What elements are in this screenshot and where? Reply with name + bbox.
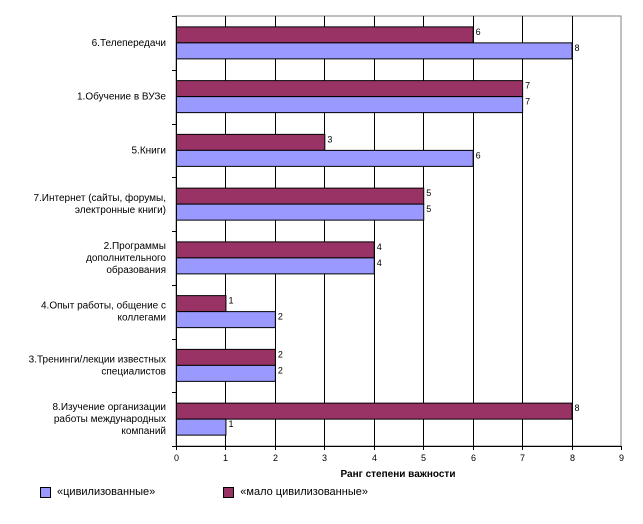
- category-label-5: 4.Опыт работы, общение с коллегами: [41, 300, 166, 324]
- bars: [176, 26, 573, 436]
- category-label-line: 1.Обучение в ВУЗе: [77, 91, 166, 103]
- legend-swatch-less-civilized: [223, 486, 235, 498]
- bar-s1-c5: [176, 311, 276, 329]
- bar-s0-c4: [176, 241, 375, 259]
- legend-label-civilized: «цивилизованные»: [57, 486, 156, 498]
- bar-s0-c7: [176, 402, 573, 420]
- category-label-line: электронные книги): [75, 205, 166, 216]
- legend-swatch-civilized: [40, 486, 51, 498]
- bar-s1-c4: [176, 257, 375, 275]
- data-label-s0-c0: 6: [476, 27, 481, 37]
- bar-s1-c7: [176, 418, 227, 436]
- bar-s0-c1: [176, 80, 524, 98]
- category-label-line: коллегами: [117, 313, 166, 324]
- category-label-line: 7.Интернет (сайты, форумы,: [33, 192, 166, 204]
- bar-s0-c3: [176, 187, 425, 205]
- legend-item-civilized: «цивилизованные»: [40, 486, 155, 498]
- axes: [172, 16, 622, 450]
- category-label-line: дополнительного: [86, 253, 166, 264]
- category-label-6: 3.Тренинги/лекции известных специалистов: [29, 354, 166, 377]
- data-label-s0-c6: 2: [278, 349, 283, 359]
- x-tick-label-0: 0: [174, 453, 179, 463]
- data-label-s1-c1: 7: [525, 97, 530, 107]
- x-tick-label-1: 1: [223, 453, 228, 463]
- bar-s1-c1: [176, 96, 524, 114]
- data-label-s0-c4: 4: [377, 242, 382, 252]
- category-label-1: 1.Обучение в ВУЗе: [77, 91, 166, 103]
- category-label-2: 5.Книги: [131, 145, 166, 156]
- x-tick-label-8: 8: [570, 453, 575, 463]
- category-label-0: 6.Телепередачи: [92, 38, 166, 49]
- data-label-s1-c6: 2: [278, 365, 283, 375]
- data-label-s0-c5: 1: [228, 296, 233, 306]
- data-label-s1-c3: 5: [426, 204, 431, 214]
- data-label-s1-c4: 4: [377, 258, 382, 268]
- data-label-s0-c7: 8: [575, 403, 580, 413]
- x-tick-label-4: 4: [372, 453, 377, 463]
- data-label-s1-c5: 2: [278, 312, 283, 322]
- x-tick-label-9: 9: [619, 453, 624, 463]
- x-tick-label-2: 2: [273, 453, 278, 463]
- data-label-s1-c7: 1: [228, 419, 233, 429]
- x-tick-labels: 0 1 2 3 4 5 6 7 8 9: [174, 453, 624, 463]
- category-label-line: 2.Программы: [104, 241, 166, 252]
- category-label-line: 4.Опыт работы, общение с: [41, 300, 166, 312]
- category-label-line: работы международных: [54, 413, 166, 425]
- x-tick-label-3: 3: [322, 453, 327, 463]
- x-tick-label-5: 5: [421, 453, 426, 463]
- category-label-line: 8.Изучение организации: [53, 402, 167, 413]
- data-label-s0-c1: 7: [525, 81, 530, 91]
- category-label-line: 3.Тренинги/лекции известных: [29, 354, 166, 365]
- category-label-line: 5.Книги: [131, 145, 166, 156]
- bar-s1-c0: [176, 42, 573, 60]
- data-label-s0-c3: 5: [426, 188, 431, 198]
- bar-s1-c2: [176, 149, 474, 167]
- category-labels: 6.Телепередачи 1.Обучение в ВУЗе 5.Книги 7.…: [29, 38, 167, 437]
- legend-item-less-civilized: «мало цивилизованные»: [223, 486, 368, 498]
- data-labels: 6 8 7 7 3 6 5 5 4 4 1 2 2 2 8 1: [228, 27, 579, 429]
- x-tick-label-7: 7: [520, 453, 525, 463]
- bar-s0-c5: [176, 295, 227, 313]
- legend: «цивилизованные» «мало цивилизованные»: [40, 486, 368, 498]
- category-label-4: 2.Программы дополнительного образования: [86, 241, 166, 276]
- data-label-s0-c2: 3: [327, 134, 332, 144]
- category-label-7: 8.Изучение организации работы международн…: [53, 402, 167, 437]
- category-label-line: образования: [106, 264, 166, 276]
- category-label-line: специалистов: [101, 366, 166, 377]
- category-label-3: 7.Интернет (сайты, форумы, электронные кн…: [33, 192, 166, 216]
- bar-s0-c0: [176, 26, 474, 44]
- category-label-line: 6.Телепередачи: [92, 38, 166, 49]
- legend-label-less-civilized: «мало цивилизованные»: [240, 486, 368, 498]
- bar-s1-c6: [176, 364, 276, 382]
- data-label-s1-c2: 6: [476, 150, 481, 160]
- data-label-s1-c0: 8: [575, 43, 580, 53]
- bar-s0-c2: [176, 133, 326, 151]
- x-tick-label-6: 6: [471, 453, 476, 463]
- category-label-line: компаний: [121, 426, 166, 437]
- x-axis-title: Ранг степени важности: [341, 469, 456, 480]
- bar-s0-c6: [176, 348, 276, 366]
- bar-s1-c3: [176, 203, 425, 221]
